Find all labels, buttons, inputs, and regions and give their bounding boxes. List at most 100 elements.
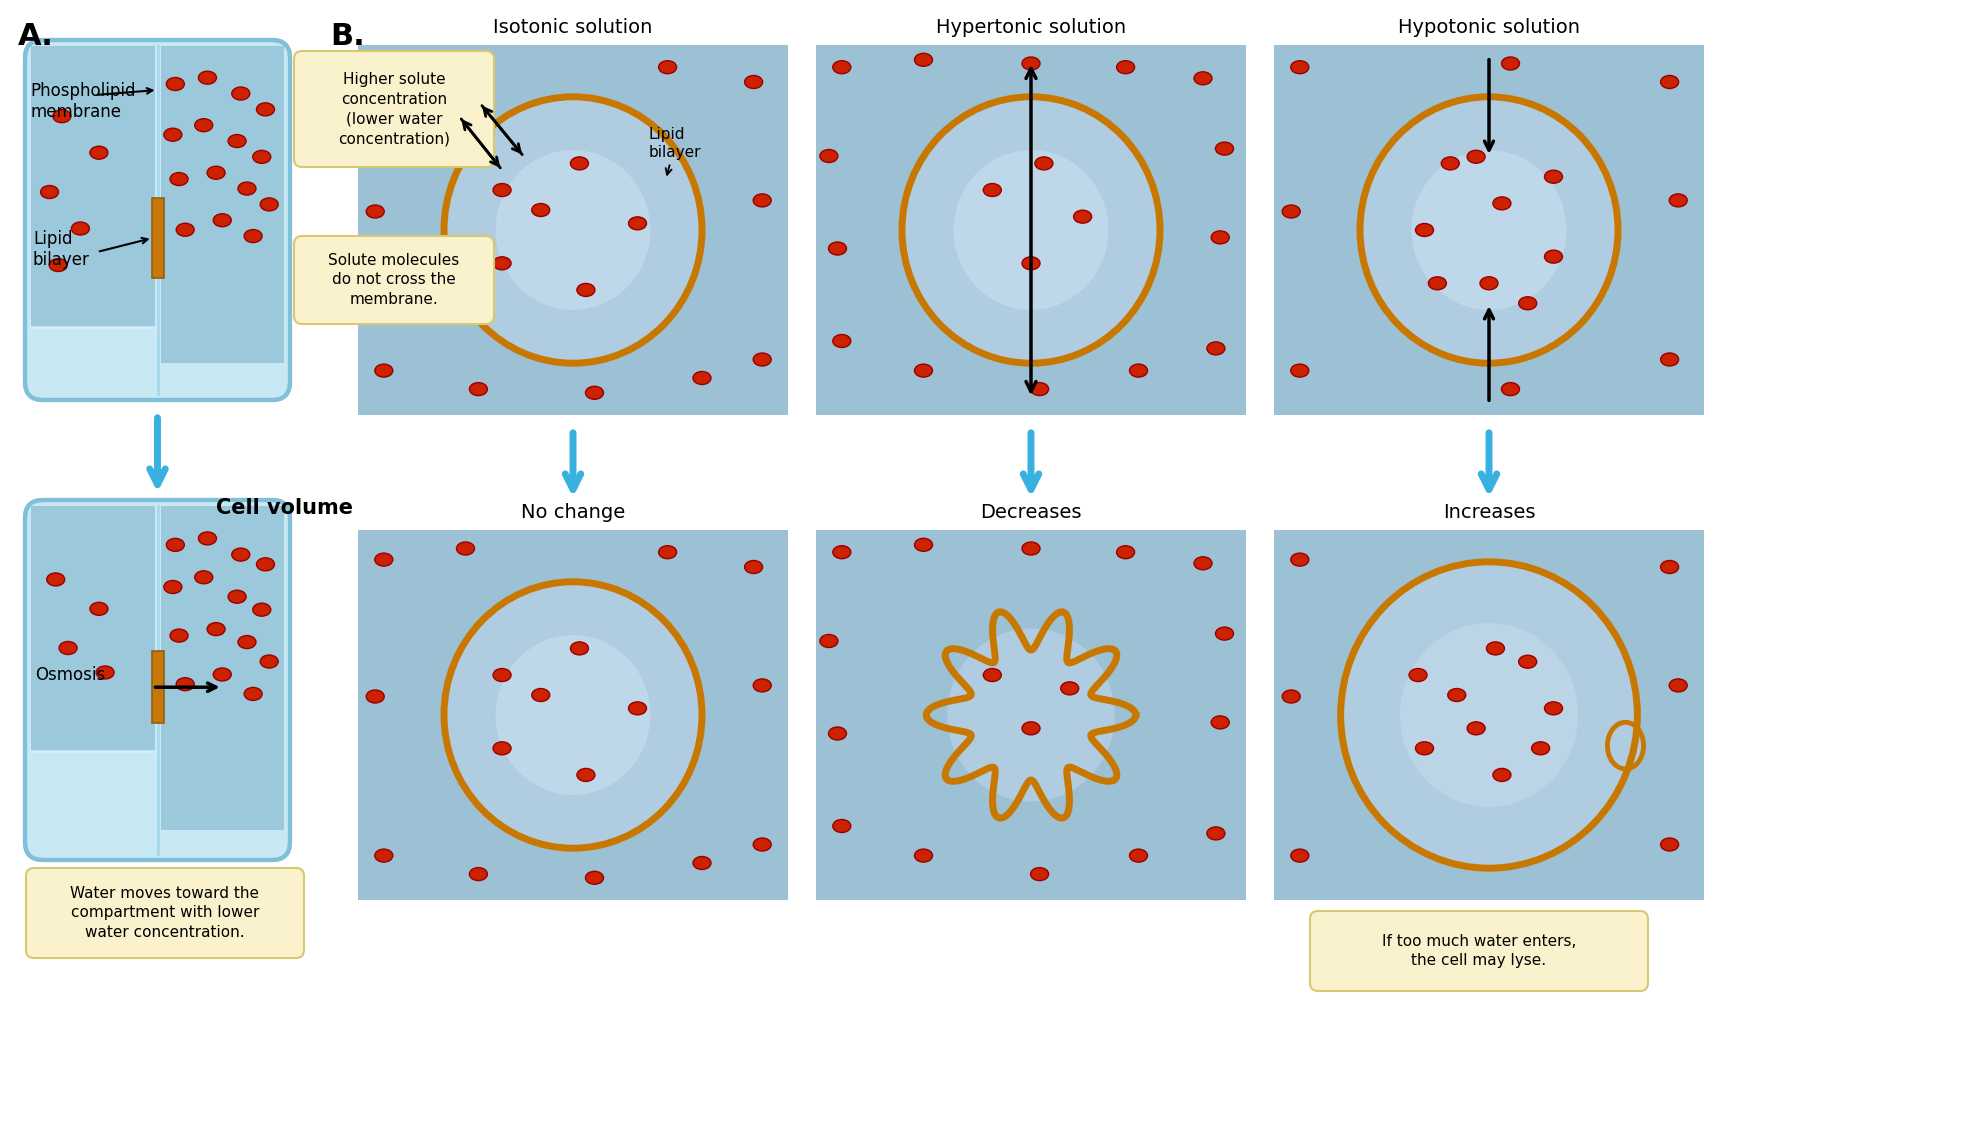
Ellipse shape <box>494 183 511 197</box>
Ellipse shape <box>902 97 1159 363</box>
Ellipse shape <box>214 668 232 681</box>
Ellipse shape <box>59 642 77 654</box>
Ellipse shape <box>577 284 595 296</box>
Ellipse shape <box>1290 553 1308 566</box>
Ellipse shape <box>914 539 932 551</box>
Ellipse shape <box>1518 656 1536 668</box>
Ellipse shape <box>367 205 385 219</box>
Ellipse shape <box>89 602 107 615</box>
Ellipse shape <box>658 61 676 73</box>
Ellipse shape <box>692 372 712 384</box>
Ellipse shape <box>1021 57 1039 70</box>
Ellipse shape <box>1607 722 1643 769</box>
Ellipse shape <box>1021 256 1039 270</box>
Ellipse shape <box>658 546 676 558</box>
Ellipse shape <box>753 839 771 851</box>
Ellipse shape <box>260 656 277 668</box>
Ellipse shape <box>198 532 216 545</box>
Ellipse shape <box>1659 76 1677 88</box>
Ellipse shape <box>628 701 646 715</box>
Ellipse shape <box>1500 57 1518 70</box>
Ellipse shape <box>375 69 392 81</box>
Ellipse shape <box>828 726 846 740</box>
Ellipse shape <box>585 387 603 399</box>
Ellipse shape <box>947 628 1114 802</box>
Ellipse shape <box>1207 827 1225 840</box>
Bar <box>151 651 163 723</box>
Ellipse shape <box>1021 542 1039 555</box>
Ellipse shape <box>1415 741 1433 755</box>
Bar <box>161 46 283 363</box>
Text: Lipid
bilayer: Lipid bilayer <box>648 127 702 175</box>
Text: Decreases: Decreases <box>979 503 1082 522</box>
Text: B.: B. <box>329 22 365 51</box>
FancyBboxPatch shape <box>26 868 303 958</box>
Ellipse shape <box>1282 205 1300 219</box>
Ellipse shape <box>1060 682 1078 694</box>
FancyBboxPatch shape <box>293 51 494 167</box>
Ellipse shape <box>692 857 712 869</box>
Ellipse shape <box>1215 142 1233 156</box>
Ellipse shape <box>1479 277 1496 289</box>
Ellipse shape <box>1399 623 1578 807</box>
Ellipse shape <box>1340 562 1637 868</box>
Bar <box>32 506 155 750</box>
Ellipse shape <box>238 182 256 196</box>
Bar <box>1272 45 1703 415</box>
Ellipse shape <box>95 666 115 680</box>
Ellipse shape <box>444 582 702 848</box>
Ellipse shape <box>914 54 932 66</box>
Ellipse shape <box>40 185 59 199</box>
Ellipse shape <box>1130 849 1148 863</box>
Ellipse shape <box>571 157 589 170</box>
Ellipse shape <box>194 119 212 132</box>
FancyBboxPatch shape <box>1310 911 1647 991</box>
Ellipse shape <box>166 78 184 90</box>
FancyBboxPatch shape <box>293 236 494 324</box>
Ellipse shape <box>494 256 511 270</box>
Ellipse shape <box>170 173 188 185</box>
Bar <box>32 46 155 327</box>
Ellipse shape <box>1530 741 1548 755</box>
Bar <box>359 530 787 900</box>
Ellipse shape <box>983 183 1001 197</box>
Ellipse shape <box>1427 277 1445 289</box>
Bar <box>815 530 1245 900</box>
Ellipse shape <box>832 334 850 348</box>
Ellipse shape <box>206 166 226 180</box>
Text: Cell volume: Cell volume <box>216 498 353 518</box>
Ellipse shape <box>1290 364 1308 378</box>
Ellipse shape <box>252 603 272 617</box>
Bar <box>151 198 163 278</box>
Ellipse shape <box>170 629 188 642</box>
Bar <box>161 506 283 831</box>
Ellipse shape <box>1193 72 1211 85</box>
Ellipse shape <box>50 259 67 271</box>
Ellipse shape <box>832 61 850 73</box>
Ellipse shape <box>1116 546 1134 558</box>
Ellipse shape <box>1411 150 1566 310</box>
Ellipse shape <box>1544 170 1562 183</box>
Ellipse shape <box>165 128 182 141</box>
FancyBboxPatch shape <box>26 40 289 400</box>
Text: Isotonic solution: Isotonic solution <box>494 18 652 37</box>
Ellipse shape <box>753 193 771 207</box>
Ellipse shape <box>54 110 71 122</box>
Ellipse shape <box>256 103 274 116</box>
Ellipse shape <box>496 150 650 310</box>
Ellipse shape <box>983 668 1001 682</box>
Ellipse shape <box>456 542 474 555</box>
Ellipse shape <box>571 642 589 654</box>
Ellipse shape <box>496 635 650 795</box>
Ellipse shape <box>206 622 226 636</box>
Ellipse shape <box>1035 157 1052 170</box>
Ellipse shape <box>577 769 595 781</box>
Ellipse shape <box>71 222 89 235</box>
Ellipse shape <box>1467 150 1485 164</box>
Ellipse shape <box>1492 769 1510 781</box>
Ellipse shape <box>953 150 1108 310</box>
Ellipse shape <box>1518 296 1536 310</box>
Text: Phospholipid
membrane: Phospholipid membrane <box>30 82 135 121</box>
Bar <box>359 45 787 415</box>
Ellipse shape <box>367 690 385 704</box>
